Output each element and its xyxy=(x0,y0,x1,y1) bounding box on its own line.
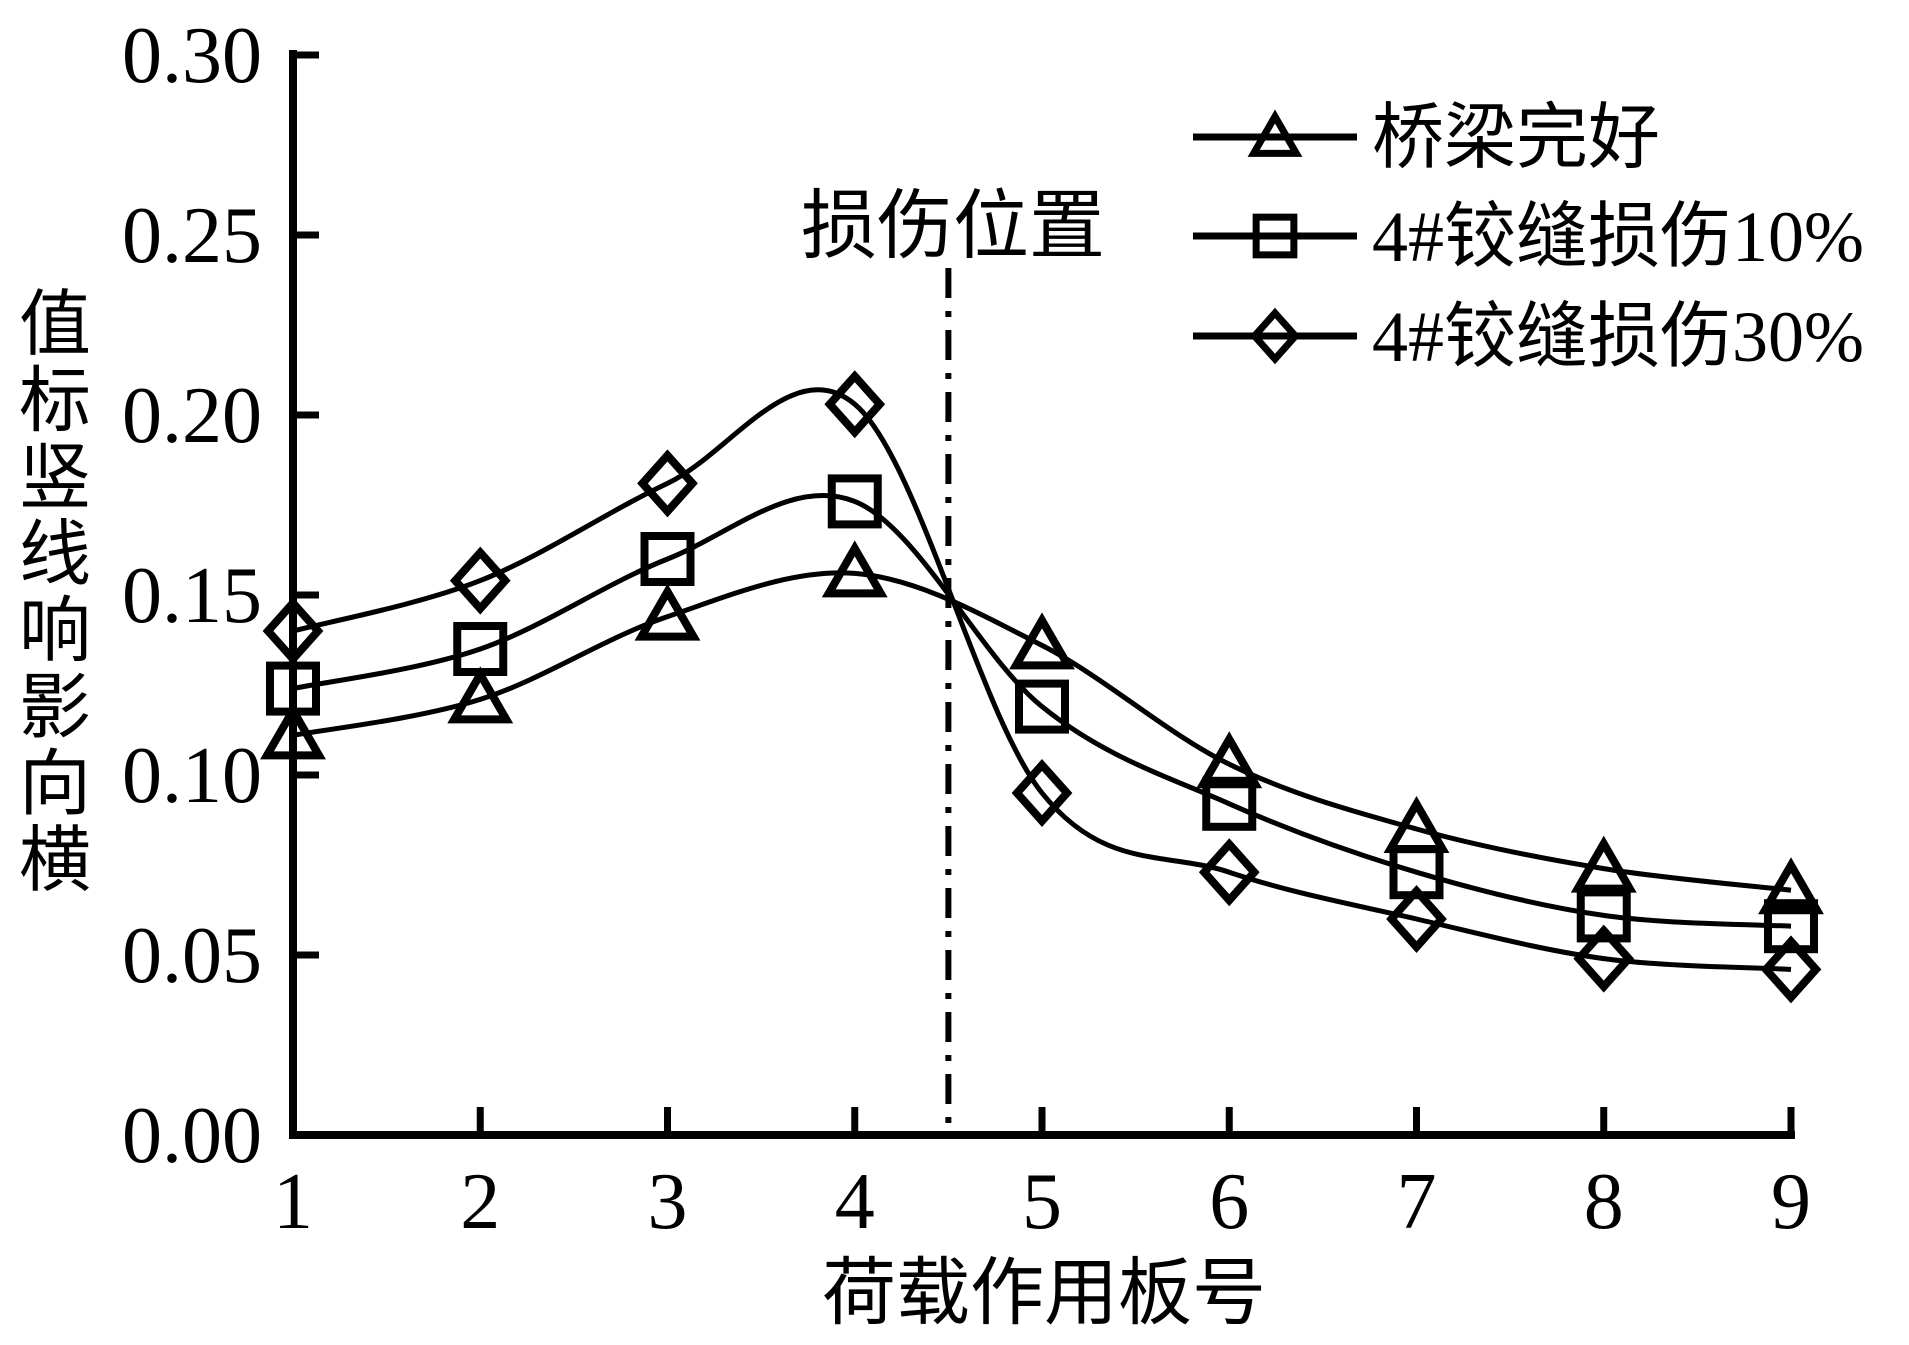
x-tick-label: 8 xyxy=(1584,1158,1624,1246)
legend-marker-damage30 xyxy=(1249,307,1301,365)
series-markers xyxy=(260,370,1824,1004)
x-axis-title: 荷载作用板号 xyxy=(822,1253,1266,1335)
y-axis-title-char: 值 xyxy=(19,285,91,365)
legend-label-damage30: 4#铰缝损伤30% xyxy=(1372,297,1864,377)
marker-damage10-4 xyxy=(827,474,882,529)
y-tick-label: 0.05 xyxy=(122,912,262,1000)
marker-damage10-3 xyxy=(640,532,695,586)
legend-label-intact: 桥梁完好 xyxy=(1372,98,1660,178)
y-tick-label: 0.15 xyxy=(122,552,262,640)
legend-marker-damage10 xyxy=(1252,213,1298,259)
y-axis-title-char: 横 xyxy=(19,821,91,901)
curve-damage10 xyxy=(292,493,1792,929)
y-axis-title-char: 影 xyxy=(19,668,91,748)
marker-damage30-8 xyxy=(1573,924,1635,993)
y-axis-title-char: 线 xyxy=(19,515,91,595)
marker-intact-9 xyxy=(1758,857,1824,915)
marker-damage10-8 xyxy=(1576,888,1631,943)
marker-damage30-2 xyxy=(449,546,511,615)
y-axis-title-char: 竖 xyxy=(19,438,91,518)
marker-damage30-6 xyxy=(1198,838,1260,907)
marker-damage10-5 xyxy=(1015,679,1069,734)
x-tick-label: 4 xyxy=(835,1158,875,1246)
marker-damage30-4 xyxy=(824,370,886,439)
x-tick-label: 3 xyxy=(648,1158,688,1246)
legend xyxy=(1193,109,1357,365)
marker-damage10-9 xyxy=(1764,899,1818,954)
y-tick-label: 0.00 xyxy=(122,1092,262,1180)
axis-tick-labels: 0.00 0.05 0.10 0.15 0.20 0.25 0.30 1 2 3 4 5 6 7 8 9 xyxy=(122,12,1811,1246)
x-tick-label: 9 xyxy=(1771,1158,1811,1246)
y-tick-label: 0.25 xyxy=(122,192,262,280)
series-curves xyxy=(292,387,1792,972)
y-axis-title-char: 标 xyxy=(19,362,91,442)
y-axis-title-char: 向 xyxy=(19,745,91,825)
damage-location-annotation: 损伤位置 xyxy=(801,185,1105,269)
marker-damage10-2 xyxy=(453,622,508,676)
marker-damage10-6 xyxy=(1202,776,1257,831)
marker-intact-5 xyxy=(1009,612,1075,670)
legend-marker-intact xyxy=(1247,109,1303,157)
y-axis-title-char: 响 xyxy=(19,591,91,671)
y-tick-label: 0.20 xyxy=(122,372,262,460)
legend-label-damage10: 4#铰缝损伤10% xyxy=(1372,197,1864,277)
marker-damage30-5 xyxy=(1011,758,1073,828)
marker-damage30-7 xyxy=(1386,884,1447,954)
marker-damage30-9 xyxy=(1760,935,1822,1004)
x-tick-label: 5 xyxy=(1022,1158,1062,1246)
marker-damage30-3 xyxy=(637,449,698,518)
curve-intact xyxy=(292,570,1792,893)
y-tick-label: 0.10 xyxy=(122,732,262,820)
x-tick-label: 1 xyxy=(273,1158,313,1246)
curve-damage30 xyxy=(292,387,1792,972)
axis-ticks xyxy=(293,51,1795,1132)
x-tick-label: 6 xyxy=(1209,1158,1249,1246)
marker-intact-4 xyxy=(821,540,888,598)
marker-intact-3 xyxy=(634,583,701,641)
marker-intact-2 xyxy=(447,666,514,724)
x-tick-label: 7 xyxy=(1397,1158,1437,1246)
y-tick-label: 0.30 xyxy=(122,12,262,100)
x-tick-label: 2 xyxy=(460,1158,500,1246)
